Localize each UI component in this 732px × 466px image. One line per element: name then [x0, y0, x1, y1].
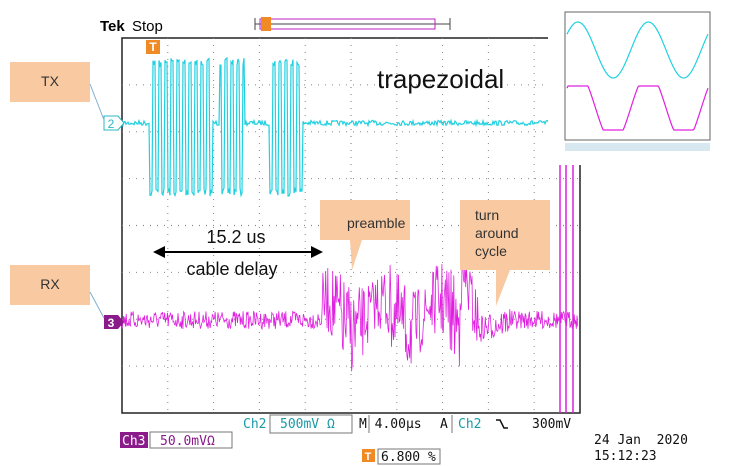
- ch2-marker-label: 2: [108, 117, 115, 131]
- trigger-position: 6.800 %: [381, 450, 436, 465]
- trigger-level: 300mV: [532, 417, 571, 432]
- ch2-scale: 500mV Ω: [280, 417, 335, 432]
- delay-label: cable delay: [186, 259, 277, 279]
- trigger-mode: A: [440, 417, 448, 432]
- rx-label: RX: [40, 276, 60, 292]
- ch3-label: Ch3: [122, 434, 145, 449]
- inset-readout: [565, 143, 710, 151]
- timebase: M 4.00µs: [359, 417, 422, 432]
- trigger-position-marker: [261, 17, 271, 31]
- trigger-marker-label: T: [149, 40, 157, 54]
- trigger-position-icon-label: T: [365, 451, 372, 463]
- turnaround-line: turn: [475, 207, 499, 223]
- status: Stop: [132, 18, 163, 35]
- trigger-source: Ch2: [458, 417, 481, 432]
- date: 24 Jan 2020: [594, 433, 688, 448]
- turnaround-line: cycle: [475, 243, 507, 259]
- waveform-label: trapezoidal: [377, 64, 504, 94]
- ch3-scale: 50.0mVΩ: [160, 434, 215, 449]
- delay-value: 15.2 us: [206, 227, 265, 247]
- ch2-label: Ch2: [243, 417, 266, 432]
- time: 15:12:23: [594, 449, 657, 464]
- ch3-marker-label: 3: [108, 316, 115, 330]
- brand: Tek: [100, 18, 125, 35]
- scope-screenshot: Tek Stop T 2 3 TX RX trapezoidal 15.2 us…: [0, 0, 732, 466]
- preamble-label: preamble: [347, 215, 406, 231]
- tx-label: TX: [41, 73, 60, 89]
- turnaround-line: around: [475, 225, 519, 241]
